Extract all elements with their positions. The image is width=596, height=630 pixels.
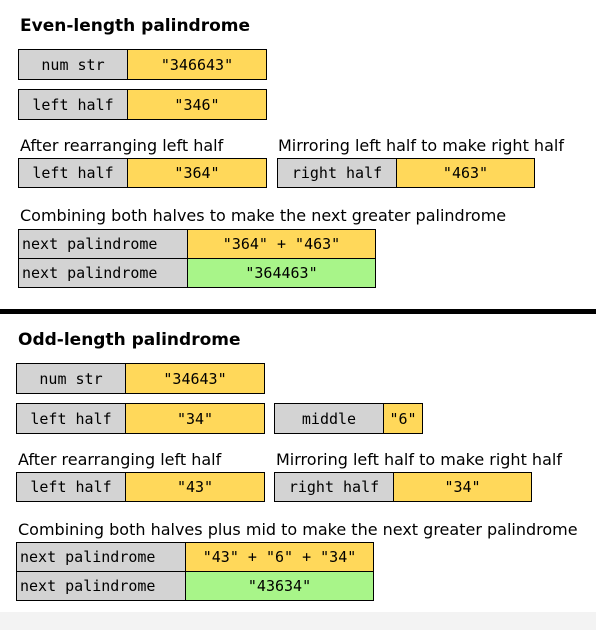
odd-rearranged-value: "43" [125,472,265,502]
odd-rearrange-caption: After rearranging left half [18,450,222,469]
odd-left-half-label: left half [16,403,126,434]
odd-next-result: "43634" [185,571,374,601]
odd-middle-value: "6" [383,403,423,434]
bottom-margin [0,612,596,630]
even-rearrange-caption: After rearranging left half [20,136,224,155]
even-right-half-label: right half [277,158,397,188]
odd-section: Odd-length palindrome num str "34643" le… [0,314,594,612]
odd-next-label-2: next palindrome [16,571,186,601]
odd-rearranged-label: left half [16,472,126,502]
even-left-half-value: "346" [127,89,267,120]
even-right-half-value: "463" [396,158,535,188]
even-rearranged-value: "364" [127,158,267,188]
odd-mirror-caption: Mirroring left half to make right half [276,450,562,469]
odd-left-half-value: "34" [125,403,265,434]
even-rearranged-label: left half [18,158,128,188]
even-section: Even-length palindrome num str "346643" … [0,0,594,309]
odd-combine-caption: Combining both halves plus mid to make t… [18,520,578,539]
section-divider [0,309,596,314]
odd-title: Odd-length palindrome [18,330,241,350]
odd-right-half-label: right half [274,472,394,502]
even-mirror-caption: Mirroring left half to make right half [278,136,564,155]
odd-num-str-value: "34643" [125,363,265,394]
even-next-label-2: next palindrome [18,258,188,288]
even-combine-caption: Combining both halves to make the next g… [20,206,507,225]
even-next-label-1: next palindrome [18,229,188,259]
odd-middle-label: middle [274,403,384,434]
odd-next-label-1: next palindrome [16,542,186,572]
even-title: Even-length palindrome [20,16,251,36]
even-left-half-label: left half [18,89,128,120]
even-next-result: "364463" [187,258,376,288]
odd-num-str-label: num str [16,363,126,394]
even-num-str-value: "346643" [127,49,267,80]
odd-right-half-value: "34" [393,472,532,502]
even-num-str-label: num str [18,49,128,80]
even-next-expr: "364" + "463" [187,229,376,259]
odd-next-expr: "43" + "6" + "34" [185,542,374,572]
